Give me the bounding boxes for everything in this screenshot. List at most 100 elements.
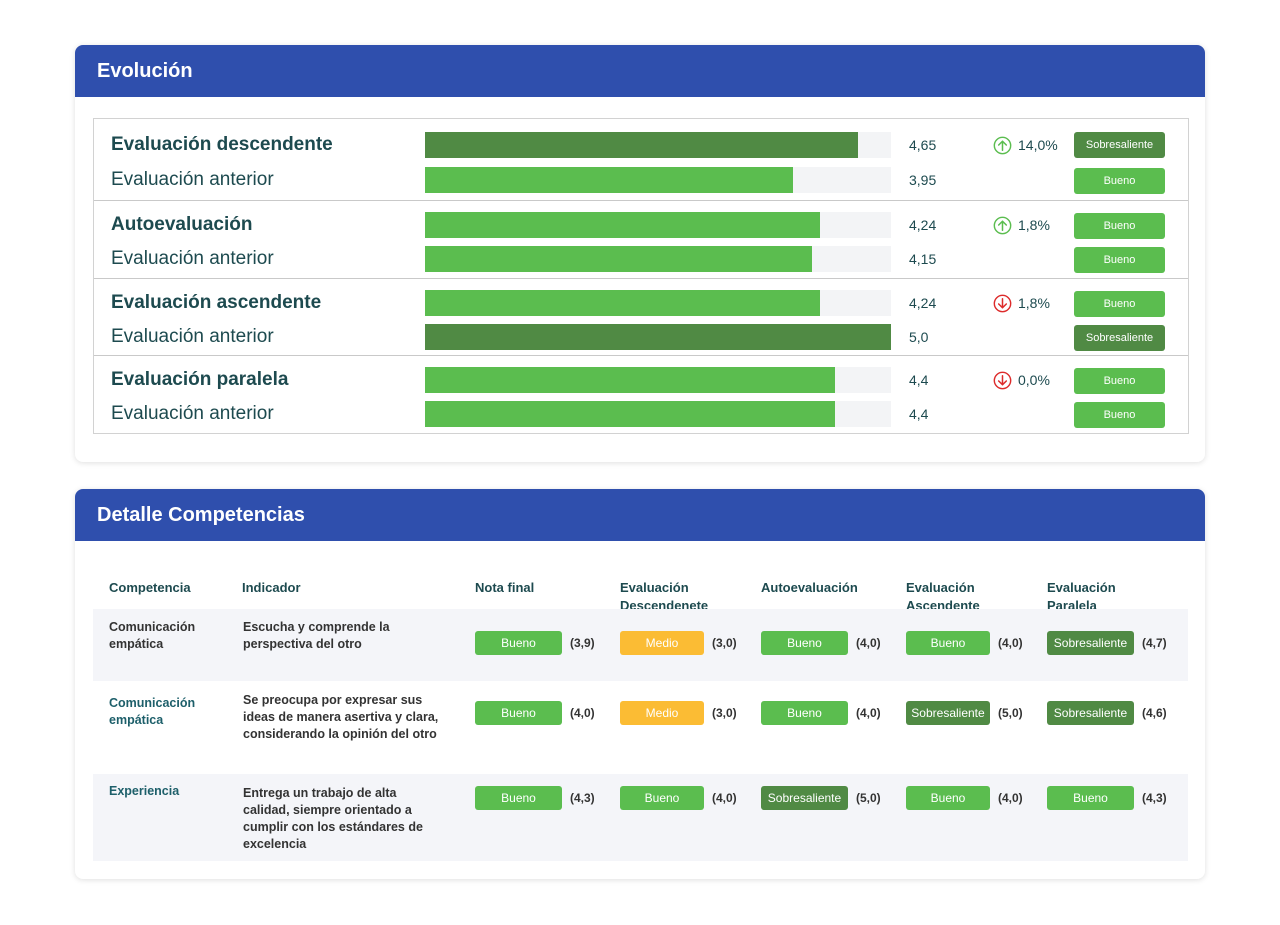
- table-header: Competencia Indicador Nota final Evaluac…: [75, 562, 1205, 613]
- rating-badge: Bueno: [475, 631, 562, 655]
- rating-badge: Sobresaliente: [761, 786, 848, 810]
- score-value: 4,4: [909, 406, 929, 422]
- score-bar-track: [425, 367, 891, 393]
- col-header-indicador: Indicador: [242, 580, 301, 595]
- rating-badge: Sobresaliente: [1074, 325, 1165, 351]
- evolucion-group: Evaluación ascendente 4,24 1,8% Bueno Evalua…: [94, 278, 1188, 355]
- rating-badge: Bueno: [906, 786, 990, 810]
- rating-badge: Bueno: [1074, 402, 1165, 428]
- detalle-title: Detalle Competencias: [75, 489, 1205, 541]
- change-percent: 14,0%: [1018, 137, 1058, 153]
- score-cell: Medio (3,0): [620, 631, 737, 655]
- score-value: 4,15: [909, 251, 937, 267]
- change-percent: 1,8%: [1018, 295, 1050, 311]
- change-percent: 0,0%: [1018, 372, 1050, 388]
- rating-badge: Bueno: [1074, 247, 1165, 273]
- competencia-cell: Comunicación empática: [109, 696, 196, 727]
- score-value: (4,7): [1142, 636, 1167, 650]
- score-value: 4,24: [909, 295, 937, 311]
- rating-badge: Medio: [620, 631, 704, 655]
- score-bar: [425, 324, 891, 350]
- rating-badge: Bueno: [1074, 213, 1165, 239]
- score-cell: Bueno (4,0): [906, 786, 1023, 810]
- col-header-nota-final: Nota final: [475, 580, 535, 595]
- arrow-down-circle-icon: [993, 294, 1012, 313]
- score-value: (4,0): [998, 791, 1023, 805]
- table-row: Comunicación empática Escucha y comprende…: [93, 609, 1188, 681]
- evaluation-row: Evaluación paralela 4,4 0,0% Bueno: [94, 367, 1188, 394]
- detalle-competencias-card: Detalle Competencias Competencia Indicad…: [75, 489, 1205, 879]
- rating-badge: Bueno: [906, 631, 990, 655]
- score-value: (4,0): [570, 706, 595, 720]
- evolucion-group: Evaluación descendente 4,65 14,0% Sobresali…: [94, 119, 1188, 200]
- rating-badge: Bueno: [761, 701, 848, 725]
- evaluation-row: Evaluación ascendente 4,24 1,8% Bueno: [94, 290, 1188, 317]
- change-indicator: 1,8%: [993, 212, 1050, 238]
- arrow-down-circle-icon: [993, 371, 1012, 390]
- previous-evaluation-row: Evaluación anterior 4,4 Bueno: [94, 401, 1188, 428]
- evaluation-label: Evaluación anterior: [111, 248, 274, 269]
- change-indicator: 1,8%: [993, 290, 1050, 316]
- score-value: (3,0): [712, 706, 737, 720]
- rating-badge: Bueno: [1074, 168, 1165, 194]
- score-cell: Bueno (4,3): [1047, 786, 1167, 810]
- score-bar-track: [425, 212, 891, 238]
- indicador-cell: Entrega un trabajo de alta calidad, siem…: [243, 786, 423, 851]
- indicador-cell: Escucha y comprende la perspectiva del o…: [243, 620, 390, 651]
- score-value: (4,0): [712, 791, 737, 805]
- rating-badge: Bueno: [475, 701, 562, 725]
- score-bar: [425, 132, 858, 158]
- score-value: (4,3): [1142, 791, 1167, 805]
- competencia-cell: Experiencia: [109, 784, 180, 798]
- score-value: (4,0): [856, 706, 881, 720]
- score-cell: Bueno (4,3): [475, 786, 595, 810]
- col-header-autoevaluacion: Autoevaluación: [761, 580, 858, 595]
- score-bar-track: [425, 401, 891, 427]
- score-value: (3,0): [712, 636, 737, 650]
- score-value: 3,95: [909, 172, 937, 188]
- score-bar-track: [425, 324, 891, 350]
- score-cell: Sobresaliente (5,0): [761, 786, 881, 810]
- score-bar: [425, 167, 793, 193]
- rating-badge: Sobresaliente: [1047, 701, 1134, 725]
- score-bar: [425, 212, 820, 238]
- evaluation-row: Evaluación descendente 4,65 14,0% Sobresali…: [94, 132, 1188, 158]
- evolucion-card: Evolución Evaluación descendente 4,65 14,0…: [75, 45, 1205, 462]
- rating-badge: Bueno: [1074, 291, 1165, 317]
- rating-badge: Sobresaliente: [1074, 132, 1165, 158]
- score-bar-track: [425, 132, 891, 158]
- evaluation-row: Autoevaluación 4,24 1,8% Bueno: [94, 212, 1188, 239]
- score-value: (5,0): [856, 791, 881, 805]
- table-row: Comunicación empática Se preocupa por exp…: [93, 681, 1188, 774]
- evolucion-chart: Evaluación descendente 4,65 14,0% Sobresali…: [93, 118, 1189, 434]
- competencia-cell: Comunicación empática: [109, 620, 196, 651]
- score-bar: [425, 290, 820, 316]
- score-cell: Bueno (4,0): [475, 701, 595, 725]
- score-value: 4,24: [909, 217, 937, 233]
- evolucion-group: Autoevaluación 4,24 1,8% Bueno Evaluación an…: [94, 200, 1188, 278]
- evaluation-label: Evaluación descendente: [111, 134, 333, 155]
- score-cell: Bueno (3,9): [475, 631, 595, 655]
- arrow-up-circle-icon: [993, 136, 1012, 155]
- rating-badge: Bueno: [761, 631, 848, 655]
- score-bar: [425, 367, 835, 393]
- arrow-up-circle-icon: [993, 216, 1012, 235]
- change-indicator: 0,0%: [993, 367, 1050, 393]
- score-bar-track: [425, 246, 891, 272]
- rating-badge: Medio: [620, 701, 704, 725]
- score-cell: Sobresaliente (4,7): [1047, 631, 1167, 655]
- score-value: (4,6): [1142, 706, 1167, 720]
- evaluation-label: Autoevaluación: [111, 214, 253, 235]
- score-cell: Sobresaliente (5,0): [906, 701, 1023, 725]
- rating-badge: Sobresaliente: [1047, 631, 1134, 655]
- score-value: (4,3): [570, 791, 595, 805]
- table-row: Experiencia Entrega un trabajo de alta ca…: [93, 774, 1188, 861]
- evolucion-group: Evaluación paralela 4,4 0,0% Bueno Evaluació…: [94, 355, 1188, 433]
- change-indicator: 14,0%: [993, 132, 1058, 158]
- evaluation-label: Evaluación ascendente: [111, 292, 322, 313]
- rating-badge: Bueno: [1074, 368, 1165, 394]
- rating-badge: Bueno: [475, 786, 562, 810]
- previous-evaluation-row: Evaluación anterior 3,95 Bueno: [94, 167, 1188, 194]
- score-cell: Medio (3,0): [620, 701, 737, 725]
- score-value: 4,65: [909, 137, 937, 153]
